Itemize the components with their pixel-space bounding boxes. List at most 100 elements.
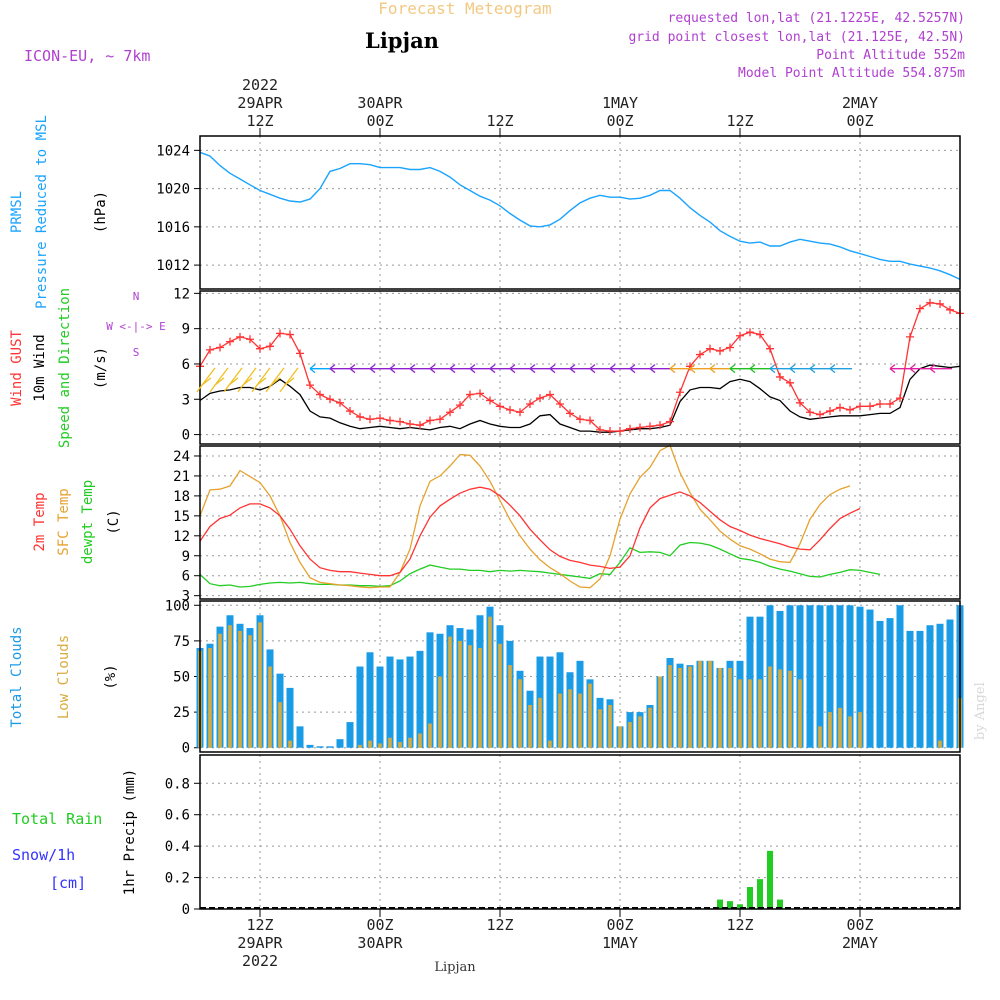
precip-y-tick-label: 0.4 — [165, 839, 190, 855]
wind-direction-arrow — [829, 364, 852, 374]
wind-gust-marker — [896, 394, 904, 403]
wind-gust-marker — [706, 344, 714, 353]
compass-north: N — [133, 290, 140, 303]
wind-gust-marker — [456, 401, 464, 410]
wind-direction-arrow — [469, 364, 492, 374]
wind-label-2: 10m Wind — [32, 334, 48, 401]
low-clouds-bar — [268, 666, 272, 748]
rain-bar — [757, 879, 763, 909]
total-clouds-bar — [426, 632, 434, 748]
low-clouds-bar — [778, 669, 782, 748]
wind-gust-marker — [546, 390, 554, 399]
low-clouds-bar — [488, 616, 492, 748]
precip-panel-frame — [199, 754, 961, 910]
wind-gust-marker — [786, 378, 794, 387]
total-clouds-bar — [916, 630, 924, 748]
wind-gust-marker — [276, 329, 284, 338]
wind-gust-marker — [536, 394, 544, 403]
snow-unit-label: [cm] — [50, 874, 86, 892]
temp-label-1: 2m Temp — [32, 492, 48, 551]
wind-unit: (m/s) — [93, 347, 109, 389]
pressure-y-tick-label: 1024 — [156, 143, 190, 159]
wind-gust-marker — [746, 328, 754, 337]
wind-direction-arrow — [609, 364, 632, 374]
sfc-temp-line — [199, 444, 851, 589]
wind-direction-arrow — [329, 364, 352, 374]
total-clouds-bar — [336, 739, 344, 748]
wind-gust-marker — [476, 389, 484, 398]
wind-gust-marker — [886, 399, 894, 408]
temp-y-tick-label: 21 — [173, 469, 190, 485]
wind-gust-marker — [646, 422, 654, 431]
low-clouds-bar — [688, 666, 692, 748]
rain-bar — [727, 901, 733, 909]
pressure-y-tick-label: 1016 — [156, 220, 190, 236]
wind-y-tick-label: 0 — [182, 428, 190, 444]
low-clouds-bar — [858, 712, 862, 748]
total-clouds-bar — [306, 744, 314, 748]
wind-gust-marker — [286, 330, 294, 339]
clouds-y-tick-label: 25 — [173, 705, 190, 721]
wind-gust-marker — [446, 408, 454, 417]
compass-west-east: W <-|-> E — [106, 320, 166, 333]
time-label-top: 00Z — [366, 112, 393, 130]
total-clouds-bar — [846, 605, 854, 748]
low-clouds-bar — [718, 667, 722, 748]
wind-label-1: Wind GUST — [9, 330, 25, 406]
wind-gust-marker — [226, 337, 234, 346]
low-clouds-bar — [398, 742, 402, 748]
wind-gust-marker — [936, 299, 944, 308]
wind-gust-marker — [306, 381, 314, 390]
total-clouds-bar — [836, 605, 844, 748]
total-clouds-bar — [416, 650, 424, 748]
wind-direction-barb — [279, 367, 299, 393]
wind-gust-marker — [616, 427, 624, 436]
low-clouds-bar — [798, 679, 802, 748]
time-label-bottom: 29APR — [237, 934, 283, 952]
low-clouds-bar — [468, 645, 472, 748]
total-clouds-bar — [816, 605, 824, 748]
total-clouds-bar — [926, 625, 934, 748]
wind-gust-marker — [666, 417, 674, 426]
low-clouds-bar — [248, 635, 252, 748]
model-name: ICON-EU, ~ 7km — [24, 47, 150, 65]
low-clouds-bar — [228, 625, 232, 748]
location-title: Lipjan — [365, 28, 439, 53]
wind-panel-frame — [199, 290, 961, 445]
low-clouds-bar — [848, 716, 852, 748]
wind-gust-marker — [716, 347, 724, 356]
rain-bar — [747, 887, 753, 909]
wind-gust-marker — [776, 372, 784, 381]
low-clouds-bar — [578, 693, 582, 748]
temp-label-2: SFC Temp — [56, 488, 72, 555]
temp-unit: (C) — [106, 509, 122, 534]
low-clouds-bar — [658, 676, 662, 748]
wind-gust-marker — [496, 402, 504, 411]
low-clouds-bar — [288, 740, 292, 748]
time-label-bottom: 00Z — [366, 916, 393, 934]
low-clouds-bar — [368, 740, 372, 748]
clouds-label-1: Total Clouds — [9, 626, 25, 727]
total-clouds-bar — [396, 659, 404, 748]
total-clouds-bar — [316, 746, 324, 748]
time-label-top: 30APR — [357, 94, 403, 112]
temp-y-tick-label: 6 — [182, 569, 190, 585]
total-clouds-bar — [546, 656, 554, 748]
total-clouds-bar — [856, 606, 864, 748]
wind-direction-barb — [196, 367, 216, 393]
wind-gust-marker — [826, 407, 834, 416]
wind-direction-arrow — [489, 364, 512, 374]
wind-direction-barb — [209, 367, 229, 393]
low-clouds-bar — [728, 667, 732, 748]
total-clouds-bar — [896, 605, 904, 748]
wind-gust-marker — [566, 409, 574, 418]
wind-label-3: Speed and Direction — [57, 288, 73, 448]
low-clouds-bar — [408, 737, 412, 748]
wind-direction-arrow — [369, 364, 392, 374]
wind-direction-barb — [251, 367, 271, 393]
wind-speed-line — [199, 364, 961, 433]
point-altitude: Point Altitude 552m — [816, 48, 965, 63]
wind-direction-arrow — [809, 364, 832, 374]
wind-direction-arrow — [429, 364, 452, 374]
